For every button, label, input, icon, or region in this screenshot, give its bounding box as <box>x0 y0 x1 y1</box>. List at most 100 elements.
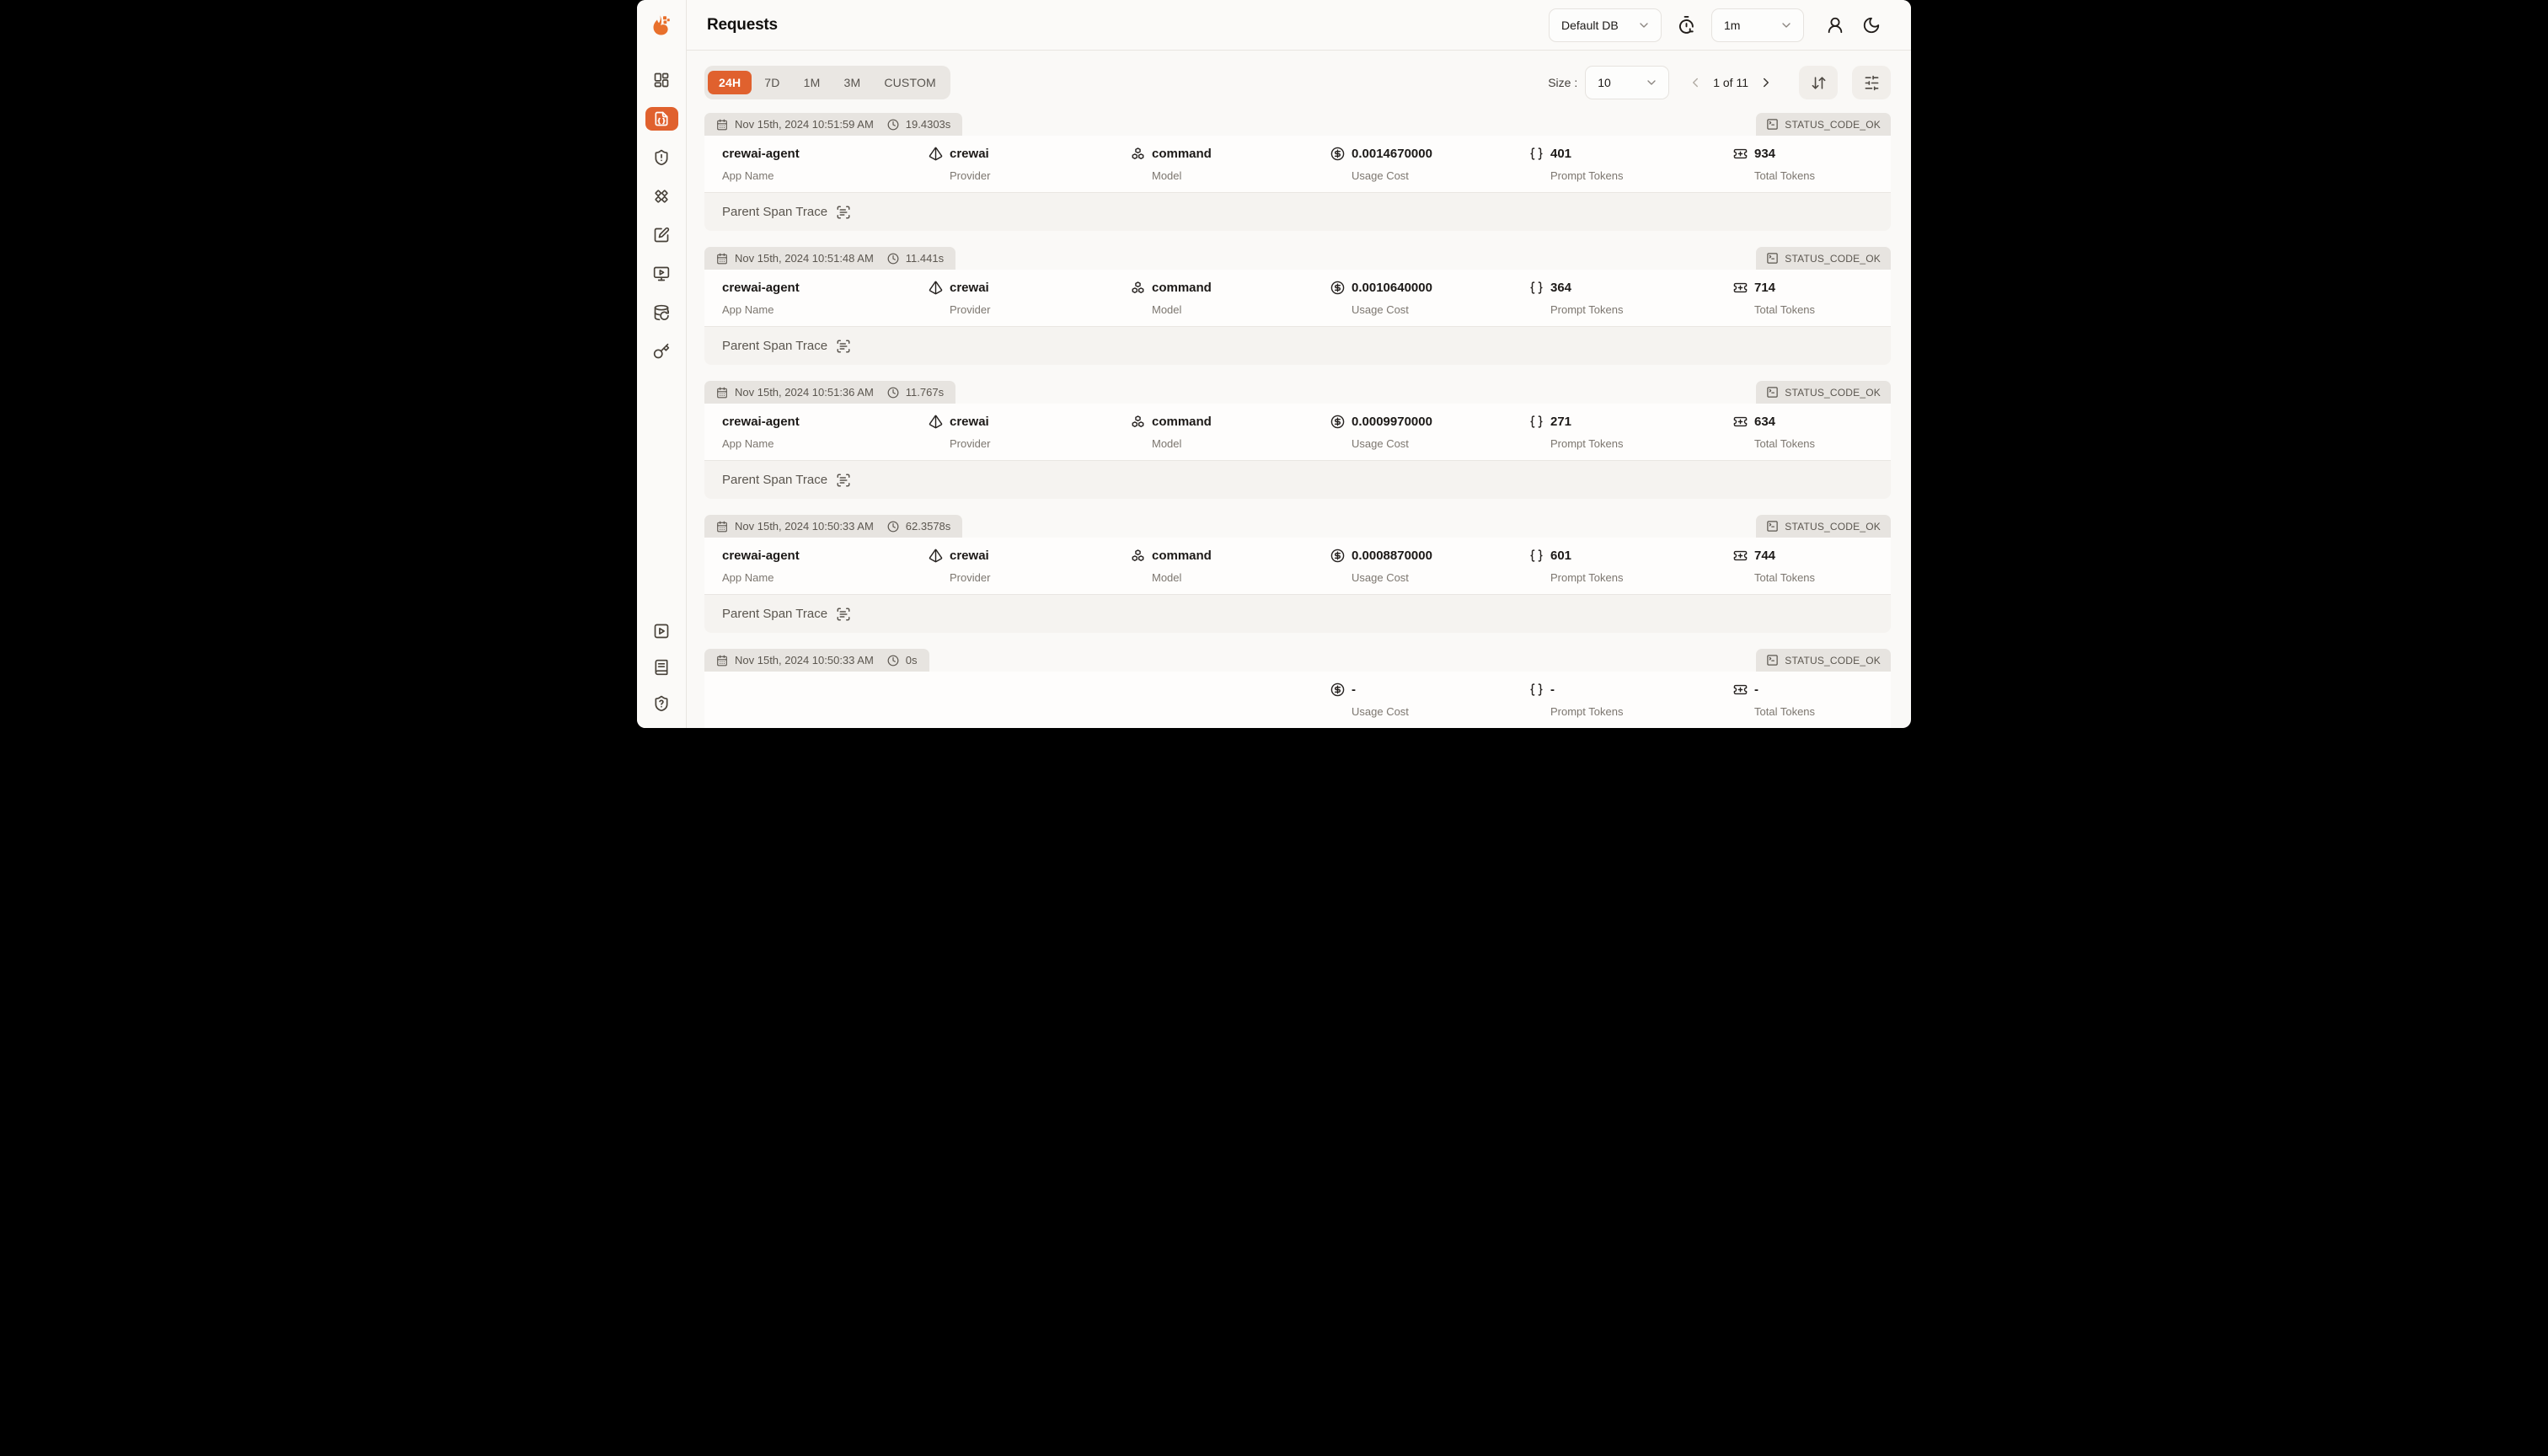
status-badge: STATUS_CODE_OK <box>1756 381 1891 404</box>
sidebar-item-dashboard[interactable] <box>645 68 678 92</box>
request-duration: 11.441s <box>905 252 945 265</box>
page-size-value: 10 <box>1598 76 1611 89</box>
field-label: Usage Cost <box>1352 436 1409 450</box>
circle-dollar-icon <box>1330 415 1345 429</box>
refresh-timer-button[interactable] <box>1677 15 1696 35</box>
field-app-name: crewai-agent App Name <box>722 147 929 182</box>
filter-button[interactable] <box>1852 66 1891 99</box>
sidebar-item-requests[interactable] <box>645 107 678 131</box>
parent-span-trace-button[interactable] <box>836 473 851 488</box>
time-range-1m[interactable]: 1M <box>793 71 832 94</box>
app-logo[interactable] <box>649 13 674 38</box>
field-model: command Model <box>1131 281 1330 316</box>
field-label: App Name <box>722 302 774 316</box>
request-duration: 19.4303s <box>905 118 951 131</box>
field-value: 714 <box>1754 281 1776 295</box>
field-value: 0.0010640000 <box>1352 281 1432 295</box>
database-selector[interactable]: Default DB <box>1549 8 1662 42</box>
request-duration: 62.3578s <box>905 520 951 533</box>
field-value: crewai <box>950 549 989 563</box>
request-card-body: crewai-agent App Name crewai Provider comman… <box>704 270 1891 326</box>
time-range-custom[interactable]: CUSTOM <box>873 71 947 94</box>
pyramid-icon <box>929 549 943 563</box>
profile-button[interactable] <box>1826 16 1844 35</box>
field-total-tokens: 634 Total Tokens <box>1733 415 1891 450</box>
sidebar-item-vault[interactable] <box>645 223 678 247</box>
field-usage-cost: 0.0008870000 Usage Cost <box>1330 549 1529 584</box>
boxes-icon <box>1131 281 1145 295</box>
page-size-selector[interactable]: 10 <box>1585 66 1670 99</box>
ticket-plus-icon <box>1733 415 1748 429</box>
field-value: command <box>1152 415 1212 429</box>
page-title: Requests <box>707 15 778 34</box>
status-badge: STATUS_CODE_OK <box>1756 649 1891 672</box>
field-value: crewai <box>950 147 989 161</box>
terminal-icon <box>1766 118 1779 131</box>
field-value: 601 <box>1550 549 1572 563</box>
status-label: STATUS_CODE_OK <box>1785 654 1881 666</box>
terminal-icon <box>1766 386 1779 399</box>
request-card[interactable]: Nov 15th, 2024 10:51:36 AM 11.767s STATU… <box>704 381 1891 499</box>
refresh-interval-selector[interactable]: 1m <box>1711 8 1804 42</box>
sidebar-item-support[interactable] <box>645 692 678 715</box>
request-card[interactable]: Nov 15th, 2024 10:51:59 AM 19.4303s STAT… <box>704 113 1891 231</box>
field-label: App Name <box>722 436 774 450</box>
sidebar-item-openground[interactable] <box>645 262 678 286</box>
field-label: Total Tokens <box>1754 436 1816 450</box>
time-range-3m[interactable]: 3M <box>832 71 871 94</box>
sidebar-item-prompt-hub[interactable] <box>645 185 678 208</box>
request-card-footer: Parent Span Trace <box>704 460 1891 499</box>
clock-icon <box>887 387 899 399</box>
chevron-left-icon <box>1688 75 1703 90</box>
sidebar-item-documentation[interactable] <box>645 656 678 679</box>
field-value: command <box>1152 549 1212 563</box>
sidebar-nav-bottom <box>645 619 678 728</box>
braces-icon <box>1529 682 1544 697</box>
dark-mode-toggle[interactable] <box>1862 16 1881 35</box>
field-value: - <box>1352 682 1356 697</box>
field-label: Usage Cost <box>1352 302 1409 316</box>
field-value: crewai <box>950 415 989 429</box>
field-value: crewai-agent <box>722 549 800 563</box>
circle-dollar-icon <box>1330 549 1345 563</box>
terminal-icon <box>1766 252 1779 265</box>
request-card-tabs: Nov 15th, 2024 10:51:59 AM 19.4303s STAT… <box>704 113 1891 136</box>
sidebar-item-demo-video[interactable] <box>645 619 678 643</box>
sidebar-item-exceptions[interactable] <box>645 146 678 169</box>
parent-span-trace-button[interactable] <box>836 205 851 220</box>
request-card-header: Nov 15th, 2024 10:50:33 AM 62.3578s <box>704 515 963 538</box>
shield-alert-icon <box>653 149 670 166</box>
prev-page-button[interactable] <box>1686 73 1705 92</box>
request-card[interactable]: Nov 15th, 2024 10:51:48 AM 11.441s STATU… <box>704 247 1891 365</box>
arrow-down-up-icon <box>1811 75 1827 91</box>
sidebar-item-database-config[interactable] <box>645 301 678 324</box>
parent-span-trace-button[interactable] <box>836 339 851 354</box>
field-label <box>929 705 1131 718</box>
request-list: Nov 15th, 2024 10:51:59 AM 19.4303s STAT… <box>704 113 1891 728</box>
field-total-tokens: 714 Total Tokens <box>1733 281 1891 316</box>
calendar-icon <box>716 655 728 666</box>
request-card[interactable]: Nov 15th, 2024 10:50:33 AM 62.3578s STAT… <box>704 515 1891 633</box>
field-label: Total Tokens <box>1754 570 1816 584</box>
field-label <box>722 705 929 718</box>
field-label: Prompt Tokens <box>1550 704 1624 718</box>
field-value: 401 <box>1550 147 1572 161</box>
chevron-down-icon <box>1637 19 1651 32</box>
next-page-button[interactable] <box>1757 73 1775 92</box>
user-icon <box>1826 16 1844 35</box>
parent-span-trace-button[interactable] <box>836 607 851 622</box>
file-braces-icon <box>653 110 670 127</box>
sidebar-item-api-keys[interactable] <box>645 340 678 363</box>
time-range-24h[interactable]: 24H <box>708 71 752 94</box>
time-range-7d[interactable]: 7D <box>753 71 790 94</box>
database-selector-value: Default DB <box>1561 18 1619 32</box>
field-label <box>1131 705 1330 718</box>
terminal-icon <box>1766 654 1779 666</box>
field-value: command <box>1152 281 1212 295</box>
field-provider <box>929 682 1131 718</box>
request-card[interactable]: Nov 15th, 2024 10:50:33 AM 0s STATUS_COD… <box>704 649 1891 728</box>
sort-button[interactable] <box>1799 66 1838 99</box>
status-label: STATUS_CODE_OK <box>1785 386 1881 399</box>
field-label: Prompt Tokens <box>1550 302 1624 316</box>
moon-icon <box>1862 16 1881 35</box>
